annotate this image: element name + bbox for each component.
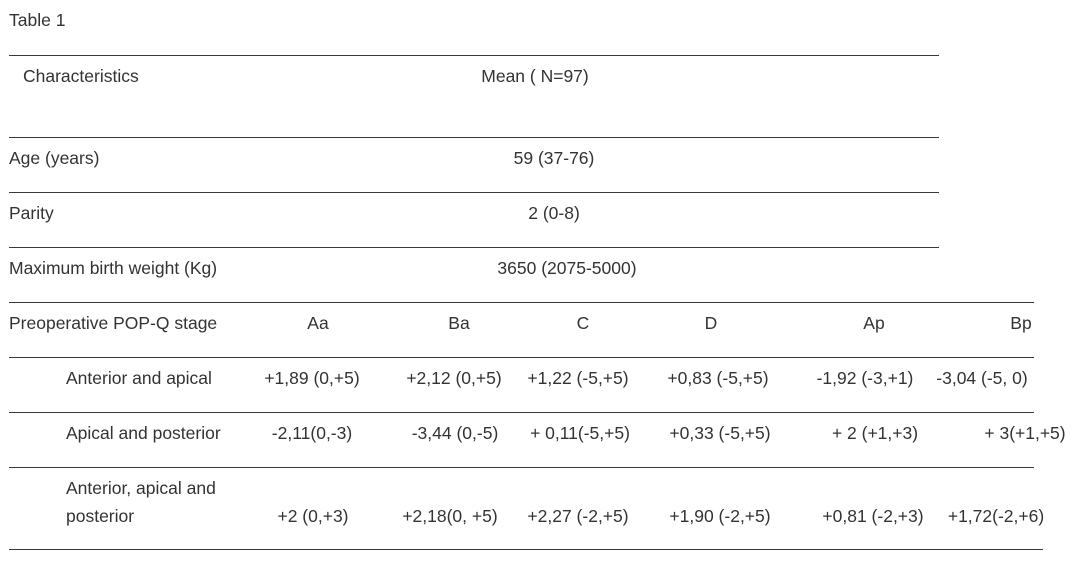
popq-cell-ap: -1,92 (-3,+1): [816, 368, 914, 388]
row-label-parity: Parity: [9, 203, 54, 223]
popq-cell-aa: -2,11(0,-3): [271, 423, 353, 443]
popq-cell-d: +0,83 (-5,+5): [667, 368, 769, 388]
popq-cell-ba: +2,12 (0,+5): [406, 368, 502, 388]
table-caption: Table 1: [9, 10, 66, 30]
table-rule: [9, 549, 1043, 550]
popq-row-label: Anterior and apical: [66, 368, 212, 388]
table-rule: [9, 357, 1034, 358]
popq-column-header-aa: Aa: [307, 313, 329, 333]
table-rule: [9, 137, 939, 138]
popq-cell-bp: +1,72(-2,+6): [947, 506, 1045, 526]
popq-cell-aa: +1,89 (0,+5): [264, 368, 360, 388]
popq-cell-c: +1,22 (-5,+5): [527, 368, 629, 388]
popq-column-header-bp: Bp: [1010, 313, 1032, 333]
table-rule: [9, 467, 1034, 468]
row-value-age: 59 (37-76): [513, 148, 595, 168]
popq-row-label: Apical and posterior: [66, 423, 221, 443]
popq-cell-d: +1,90 (-2,+5): [669, 506, 771, 526]
popq-row-label: Anterior, apical and: [66, 478, 216, 498]
table-rule: [9, 302, 1034, 303]
table-rule: [9, 412, 1034, 413]
popq-column-header-c: C: [576, 313, 590, 333]
popq-header-label: Preoperative POP-Q stage: [9, 313, 218, 333]
row-label-age: Age (years): [9, 148, 100, 168]
popq-row-label: posterior: [66, 506, 135, 526]
popq-cell-bp: -3,04 (-5, 0): [936, 368, 1028, 388]
table-rule: [9, 55, 939, 56]
row-value-parity: 2 (0-8): [528, 203, 580, 223]
popq-cell-c: +2,27 (-2,+5): [527, 506, 629, 526]
table-rule: [9, 192, 939, 193]
popq-cell-ap: + 2 (+1,+3): [831, 423, 919, 443]
popq-cell-bp: + 3(+1,+5): [984, 423, 1066, 443]
popq-cell-ba: +2,18(0, +5): [402, 506, 498, 526]
column-header-mean: Mean ( N=97): [481, 66, 589, 86]
popq-cell-c: + 0,11(-5,+5): [530, 423, 630, 443]
popq-cell-aa: +2 (0,+3): [277, 506, 349, 526]
popq-cell-ba: -3,44 (0,-5): [411, 423, 499, 443]
popq-cell-d: +0,33 (-5,+5): [669, 423, 771, 443]
row-value-birth-weight: 3650 (2075-5000): [497, 258, 637, 278]
row-label-birth-weight: Maximum birth weight (Kg): [9, 258, 218, 278]
column-header-characteristics: Characteristics: [23, 66, 139, 86]
table-rule: [9, 247, 939, 248]
popq-column-header-ap: Ap: [863, 313, 885, 333]
popq-column-header-d: D: [704, 313, 718, 333]
popq-cell-ap: +0,81 (-2,+3): [822, 506, 924, 526]
popq-column-header-ba: Ba: [448, 313, 470, 333]
